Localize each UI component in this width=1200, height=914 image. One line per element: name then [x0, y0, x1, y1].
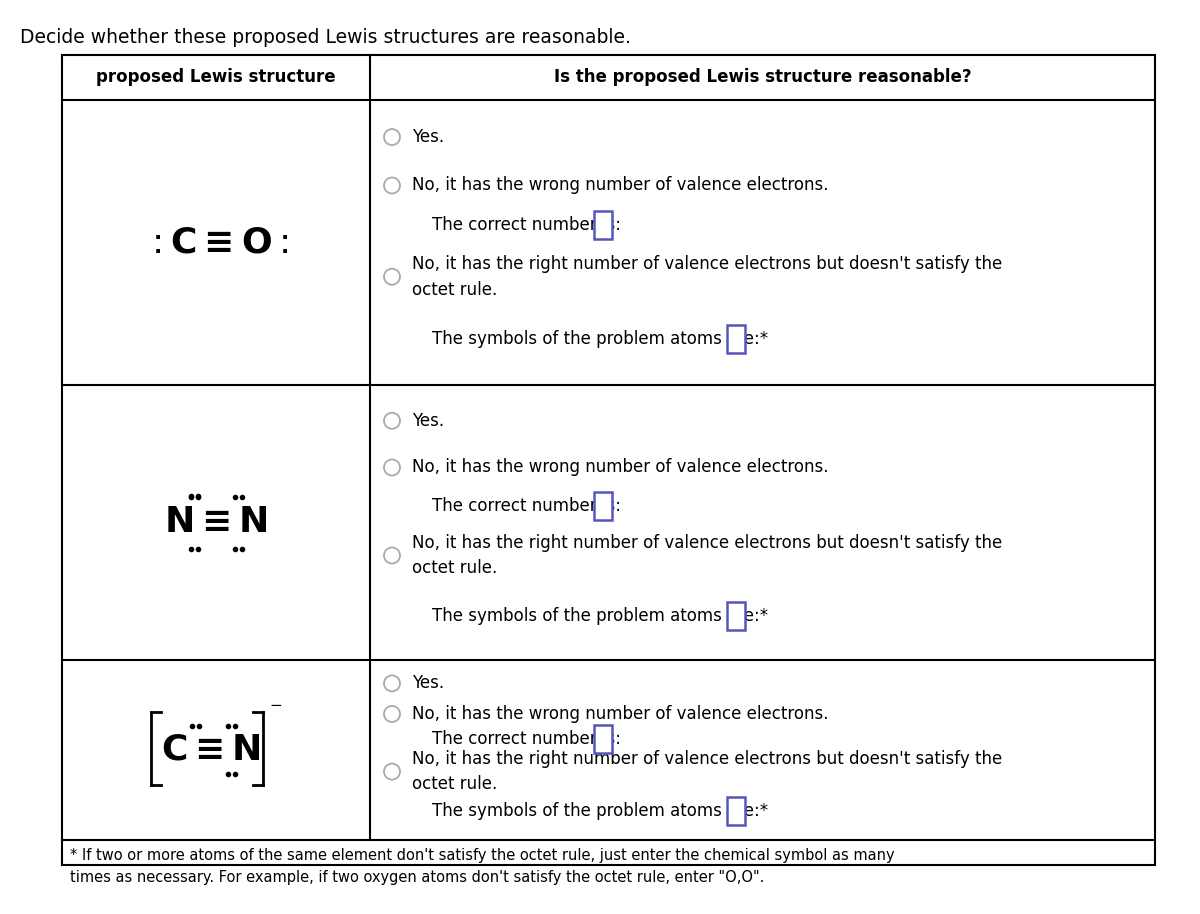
Text: No, it has the wrong number of valence electrons.: No, it has the wrong number of valence e…: [412, 176, 828, 195]
Text: No, it has the right number of valence electrons but doesn't satisfy the
octet r: No, it has the right number of valence e…: [412, 534, 1002, 578]
Text: The symbols of the problem atoms are:*: The symbols of the problem atoms are:*: [432, 330, 768, 348]
Text: $: \mathbf{C} \mathbf{\equiv} \mathbf{O} :$: $: \mathbf{C} \mathbf{\equiv} \mathbf{O}…: [144, 226, 288, 260]
Bar: [594, 492, 612, 520]
Text: $-$: $-$: [269, 696, 282, 711]
Bar: [727, 325, 745, 354]
Bar: [727, 602, 745, 630]
Bar: [62, 55, 1154, 865]
Text: Yes.: Yes.: [412, 675, 444, 693]
Text: The correct number is:: The correct number is:: [432, 497, 622, 515]
Text: The correct number is:: The correct number is:: [432, 217, 622, 234]
Text: Decide whether these proposed Lewis structures are reasonable.: Decide whether these proposed Lewis stru…: [20, 28, 631, 47]
Text: $\mathbf{N} \mathbf{\equiv} \mathbf{N}$: $\mathbf{N} \mathbf{\equiv} \mathbf{N}$: [164, 505, 268, 539]
Text: No, it has the wrong number of valence electrons.: No, it has the wrong number of valence e…: [412, 459, 828, 476]
Text: No, it has the right number of valence electrons but doesn't satisfy the
octet r: No, it has the right number of valence e…: [412, 749, 1002, 793]
Text: No, it has the right number of valence electrons but doesn't satisfy the
octet r: No, it has the right number of valence e…: [412, 255, 1002, 299]
Text: proposed Lewis structure: proposed Lewis structure: [96, 69, 336, 87]
Text: $\mathbf{C} \mathbf{\equiv} \mathbf{N}$: $\mathbf{C} \mathbf{\equiv} \mathbf{N}$: [161, 733, 260, 767]
Text: The symbols of the problem atoms are:*: The symbols of the problem atoms are:*: [432, 802, 768, 820]
Text: The symbols of the problem atoms are:*: The symbols of the problem atoms are:*: [432, 607, 768, 625]
Text: The correct number is:: The correct number is:: [432, 730, 622, 749]
Text: Is the proposed Lewis structure reasonable?: Is the proposed Lewis structure reasonab…: [553, 69, 971, 87]
Bar: [594, 725, 612, 753]
Text: No, it has the wrong number of valence electrons.: No, it has the wrong number of valence e…: [412, 705, 828, 723]
Text: Yes.: Yes.: [412, 411, 444, 430]
Text: Yes.: Yes.: [412, 128, 444, 146]
Bar: [727, 797, 745, 825]
Bar: [594, 211, 612, 239]
Text: * If two or more atoms of the same element don't satisfy the octet rule, just en: * If two or more atoms of the same eleme…: [70, 848, 895, 885]
